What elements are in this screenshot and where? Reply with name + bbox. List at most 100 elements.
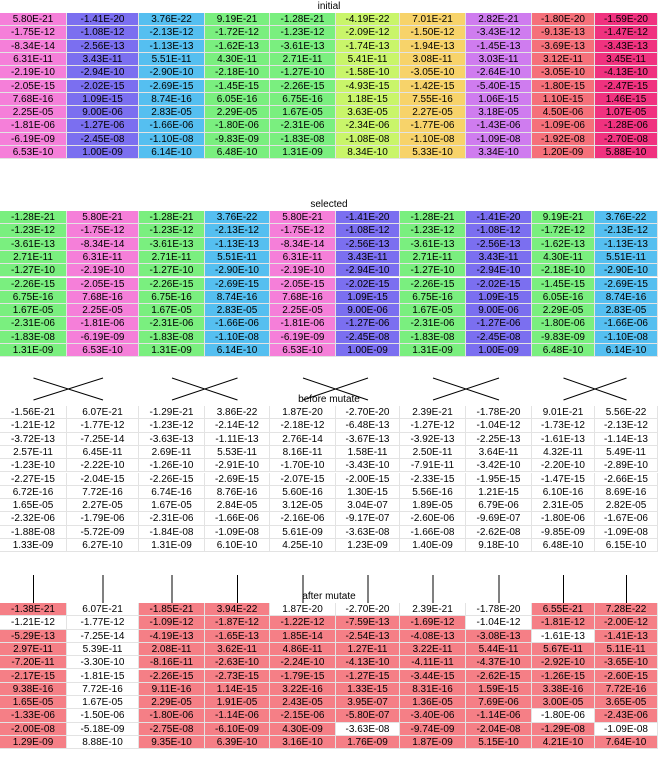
table-cell[interactable]: 1.65E-05 <box>0 696 67 710</box>
table-cell[interactable]: -1.69E-12 <box>400 616 466 630</box>
table-cell[interactable]: -1.33E-06 <box>0 709 67 723</box>
table-cell[interactable]: 1.31E-09 <box>139 539 205 553</box>
table-cell[interactable]: -1.38E-21 <box>0 603 67 617</box>
table-cell[interactable]: -2.25E-13 <box>466 432 532 446</box>
table-cell[interactable]: 6.53E-10 <box>270 344 336 358</box>
table-cell[interactable]: -2.14E-12 <box>205 419 270 433</box>
table-cell[interactable]: -2.66E-15 <box>595 472 658 486</box>
table-cell[interactable]: -1.88E-08 <box>0 525 67 539</box>
table-cell[interactable]: 3.94E-22 <box>205 603 270 617</box>
table-cell[interactable]: 3.76E-22 <box>595 211 658 225</box>
table-cell[interactable]: -1.78E-20 <box>466 406 532 420</box>
table-cell[interactable]: -1.94E-13 <box>400 39 466 53</box>
table-cell[interactable]: -1.83E-08 <box>270 132 336 146</box>
table-cell[interactable]: -1.65E-13 <box>205 629 270 643</box>
table-cell[interactable]: -1.41E-13 <box>595 629 658 643</box>
table-cell[interactable]: 3.45E-11 <box>595 52 658 67</box>
table-cell[interactable]: -1.80E-06 <box>205 119 270 133</box>
table-cell[interactable]: 7.64E-10 <box>595 736 658 750</box>
table-cell[interactable]: -1.81E-06 <box>67 317 139 331</box>
table-cell[interactable]: -2.26E-15 <box>139 472 205 486</box>
table-cell[interactable]: 1.33E-15 <box>336 682 400 697</box>
table-cell[interactable]: -3.43E-12 <box>466 26 532 40</box>
table-cell[interactable]: 3.76E-22 <box>205 211 270 225</box>
table-cell[interactable]: 6.05E-16 <box>205 92 270 107</box>
table-cell[interactable]: 1.14E-15 <box>205 682 270 697</box>
table-cell[interactable]: -2.56E-13 <box>336 237 400 251</box>
table-cell[interactable]: 5.11E-11 <box>595 642 658 657</box>
table-cell[interactable]: 6.07E-21 <box>67 603 139 617</box>
table-cell[interactable]: -2.54E-13 <box>336 629 400 643</box>
table-cell[interactable]: -3.61E-13 <box>139 237 205 251</box>
table-cell[interactable]: -1.77E-06 <box>400 119 466 133</box>
table-cell[interactable]: -2.31E-06 <box>270 119 336 133</box>
table-cell[interactable]: -2.18E-10 <box>205 66 270 80</box>
table-cell[interactable]: 4.30E-09 <box>270 722 336 736</box>
table-cell[interactable]: -1.04E-12 <box>466 616 532 630</box>
table-cell[interactable]: -2.02E-15 <box>336 277 400 291</box>
table-cell[interactable]: -1.27E-10 <box>139 264 205 278</box>
table-cell[interactable]: 9.18E-10 <box>466 539 532 553</box>
table-cell[interactable]: 8.16E-11 <box>270 445 336 460</box>
table-cell[interactable]: 7.01E-21 <box>400 13 466 27</box>
table-cell[interactable]: -2.94E-10 <box>67 66 139 80</box>
table-cell[interactable]: -4.13E-10 <box>595 66 658 80</box>
table-cell[interactable]: 2.71E-11 <box>0 250 67 265</box>
table-cell[interactable]: -1.75E-12 <box>0 26 67 40</box>
table-cell[interactable]: -1.66E-06 <box>205 317 270 331</box>
table-cell[interactable]: 2.08E-11 <box>139 642 205 657</box>
table-cell[interactable]: -1.23E-10 <box>0 459 67 473</box>
table-cell[interactable]: -1.47E-12 <box>595 26 658 40</box>
table-cell[interactable]: 1.46E-15 <box>595 92 658 107</box>
table-cell[interactable]: 3.12E-05 <box>270 499 336 513</box>
table-cell[interactable]: 1.00E-09 <box>336 344 400 358</box>
table-cell[interactable]: -1.83E-08 <box>139 330 205 344</box>
table-cell[interactable]: 1.23E-09 <box>336 539 400 553</box>
table-cell[interactable]: -2.32E-06 <box>0 512 67 526</box>
table-cell[interactable]: 9.35E-10 <box>139 736 205 750</box>
table-cell[interactable]: -4.19E-13 <box>139 629 205 643</box>
table-cell[interactable]: 3.62E-11 <box>205 642 270 657</box>
table-cell[interactable]: -6.10E-09 <box>205 722 270 736</box>
table-cell[interactable]: -5.40E-15 <box>466 79 532 93</box>
table-cell[interactable]: 5.56E-16 <box>400 485 466 500</box>
table-cell[interactable]: -1.92E-08 <box>532 132 595 146</box>
table-cell[interactable]: -1.61E-13 <box>532 629 595 643</box>
table-cell[interactable]: 7.72E-16 <box>67 682 139 697</box>
table-cell[interactable]: -2.70E-08 <box>595 132 658 146</box>
table-cell[interactable]: -2.64E-10 <box>466 66 532 80</box>
table-cell[interactable]: 4.25E-10 <box>270 539 336 553</box>
table-cell[interactable]: 1.18E-15 <box>336 92 400 107</box>
table-cell[interactable]: -1.77E-12 <box>67 616 139 630</box>
table-cell[interactable]: 7.28E-22 <box>595 603 658 617</box>
table-cell[interactable]: 1.31E-09 <box>270 146 336 160</box>
table-cell[interactable]: -3.40E-06 <box>400 709 466 723</box>
table-cell[interactable]: 7.68E-16 <box>67 290 139 305</box>
table-cell[interactable]: 5.15E-10 <box>466 736 532 750</box>
table-cell[interactable]: 5.80E-21 <box>67 211 139 225</box>
table-cell[interactable]: -1.28E-06 <box>595 119 658 133</box>
table-cell[interactable]: -3.05E-10 <box>400 66 466 80</box>
table-cell[interactable]: 6.75E-16 <box>270 92 336 107</box>
table-cell[interactable]: -3.30E-10 <box>67 656 139 670</box>
table-cell[interactable]: -1.73E-12 <box>532 419 595 433</box>
table-cell[interactable]: 5.88E-10 <box>595 146 658 160</box>
table-cell[interactable]: 6.31E-11 <box>270 250 336 265</box>
table-cell[interactable]: 6.39E-10 <box>205 736 270 750</box>
table-cell[interactable]: -1.75E-12 <box>67 224 139 238</box>
table-cell[interactable]: 1.10E-15 <box>532 92 595 107</box>
table-cell[interactable]: -6.19E-09 <box>270 330 336 344</box>
table-cell[interactable]: -2.26E-15 <box>139 669 205 683</box>
table-cell[interactable]: -1.14E-13 <box>595 432 658 446</box>
table-cell[interactable]: -1.08E-08 <box>336 132 400 146</box>
table-cell[interactable]: -1.28E-21 <box>270 13 336 27</box>
table-cell[interactable]: -6.19E-09 <box>67 330 139 344</box>
table-cell[interactable]: -1.50E-06 <box>67 709 139 723</box>
table-cell[interactable]: 2.83E-05 <box>139 106 205 120</box>
table-cell[interactable]: 2.39E-21 <box>400 603 466 617</box>
table-cell[interactable]: 5.60E-16 <box>270 485 336 500</box>
table-cell[interactable]: -3.43E-13 <box>595 39 658 53</box>
table-cell[interactable]: 6.14E-10 <box>595 344 658 358</box>
table-cell[interactable]: 3.86E-22 <box>205 406 270 420</box>
table-cell[interactable]: -2.19E-10 <box>0 66 67 80</box>
